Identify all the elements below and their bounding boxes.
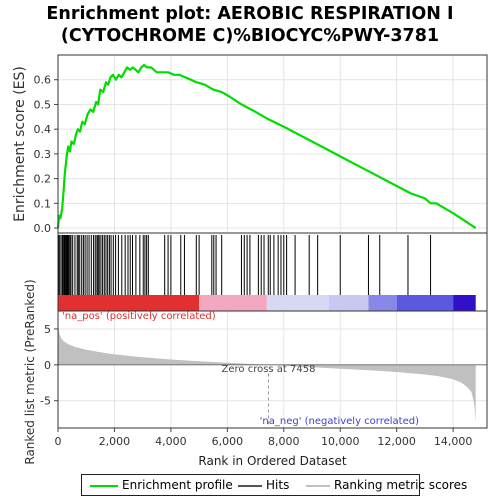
chart-title: Enrichment plot: AEROBIC RESPIRATION I (…: [0, 3, 500, 47]
legend-item-hits: Hits: [238, 478, 289, 492]
legend-swatch-hits: [238, 484, 262, 487]
rank-xtick-label: 14,000: [434, 435, 473, 448]
pos-correlated-label: 'na_pos' (positively correlated): [62, 311, 216, 322]
es-ytick-label: 0.3: [34, 148, 52, 161]
heatmap-segment: [368, 295, 397, 311]
es-ylabel: Enrichment score (ES): [12, 66, 28, 222]
chart-title-line2: (CYTOCHROME C)%BIOCYC%PWY-3781: [60, 26, 440, 46]
rank-xlabel: Rank in Ordered Dataset: [198, 454, 346, 468]
legend-swatch-enrichment: [90, 484, 118, 487]
rank-xtick-label: 0: [55, 435, 62, 448]
legend-label-hits: Hits: [266, 478, 290, 492]
zero-cross-label: Zero cross at 7458: [222, 364, 316, 375]
es-ytick-label: 0.2: [34, 173, 52, 186]
rank-xtick-label: 8,000: [268, 435, 300, 448]
legend: Enrichment profile Hits Ranking metric s…: [81, 474, 467, 496]
es-panel: 0.0 0.1 0.2 0.3 0.4 0.5 0.6 Enrichment score (E…: [12, 54, 488, 235]
hits-panel: [57, 232, 488, 312]
es-ytick-label: 0.5: [34, 98, 52, 111]
rank-ytick-label: 5: [44, 323, 51, 336]
heatmap-segment: [328, 295, 369, 311]
es-ytick-label: 0.0: [34, 222, 52, 235]
legend-item-enrichment: Enrichment profile: [90, 478, 233, 492]
rank-xtick-label: 12,000: [377, 435, 416, 448]
enrichment-profile-line: [56, 63, 477, 230]
legend-item-ranking: Ranking metric scores: [306, 478, 467, 492]
heatmap-segment: [199, 295, 267, 311]
rank-xtick-label: 6,000: [212, 435, 244, 448]
ranking-metric-area: [58, 320, 476, 423]
neg-correlated-label: 'na_neg' (negatively correlated): [260, 416, 419, 427]
legend-label-ranking: Ranking metric scores: [334, 478, 468, 492]
rank-ytick-label: -5: [40, 395, 51, 408]
es-ytick-label: 0.4: [34, 123, 52, 136]
rank-ylabel: Ranked list metric (PreRanked): [23, 279, 37, 464]
heatmap-segment: [266, 295, 329, 311]
rank-xtick-label: 10,000: [321, 435, 360, 448]
legend-label-enrichment: Enrichment profile: [122, 478, 233, 492]
es-plot-area: [58, 55, 487, 233]
rank-xtick-label: 2,000: [99, 435, 131, 448]
es-ytick-label: 0.6: [34, 74, 52, 87]
ranked-metric-panel: 5 0 -5 Zero cross at 7458 'na_pos' (positive…: [23, 279, 488, 468]
heatmap-segment: [58, 295, 200, 311]
rank-xtick-label: 4,000: [155, 435, 187, 448]
legend-swatch-ranking: [306, 484, 330, 487]
rank-plot-border: [57, 310, 488, 429]
es-ytick-label: 0.1: [34, 197, 52, 210]
heatmap-segment: [453, 295, 476, 311]
rank-ytick-label: 0: [44, 359, 51, 372]
chart-title-line1: Enrichment plot: AEROBIC RESPIRATION I: [46, 4, 454, 24]
heatmap-segment: [396, 295, 454, 311]
